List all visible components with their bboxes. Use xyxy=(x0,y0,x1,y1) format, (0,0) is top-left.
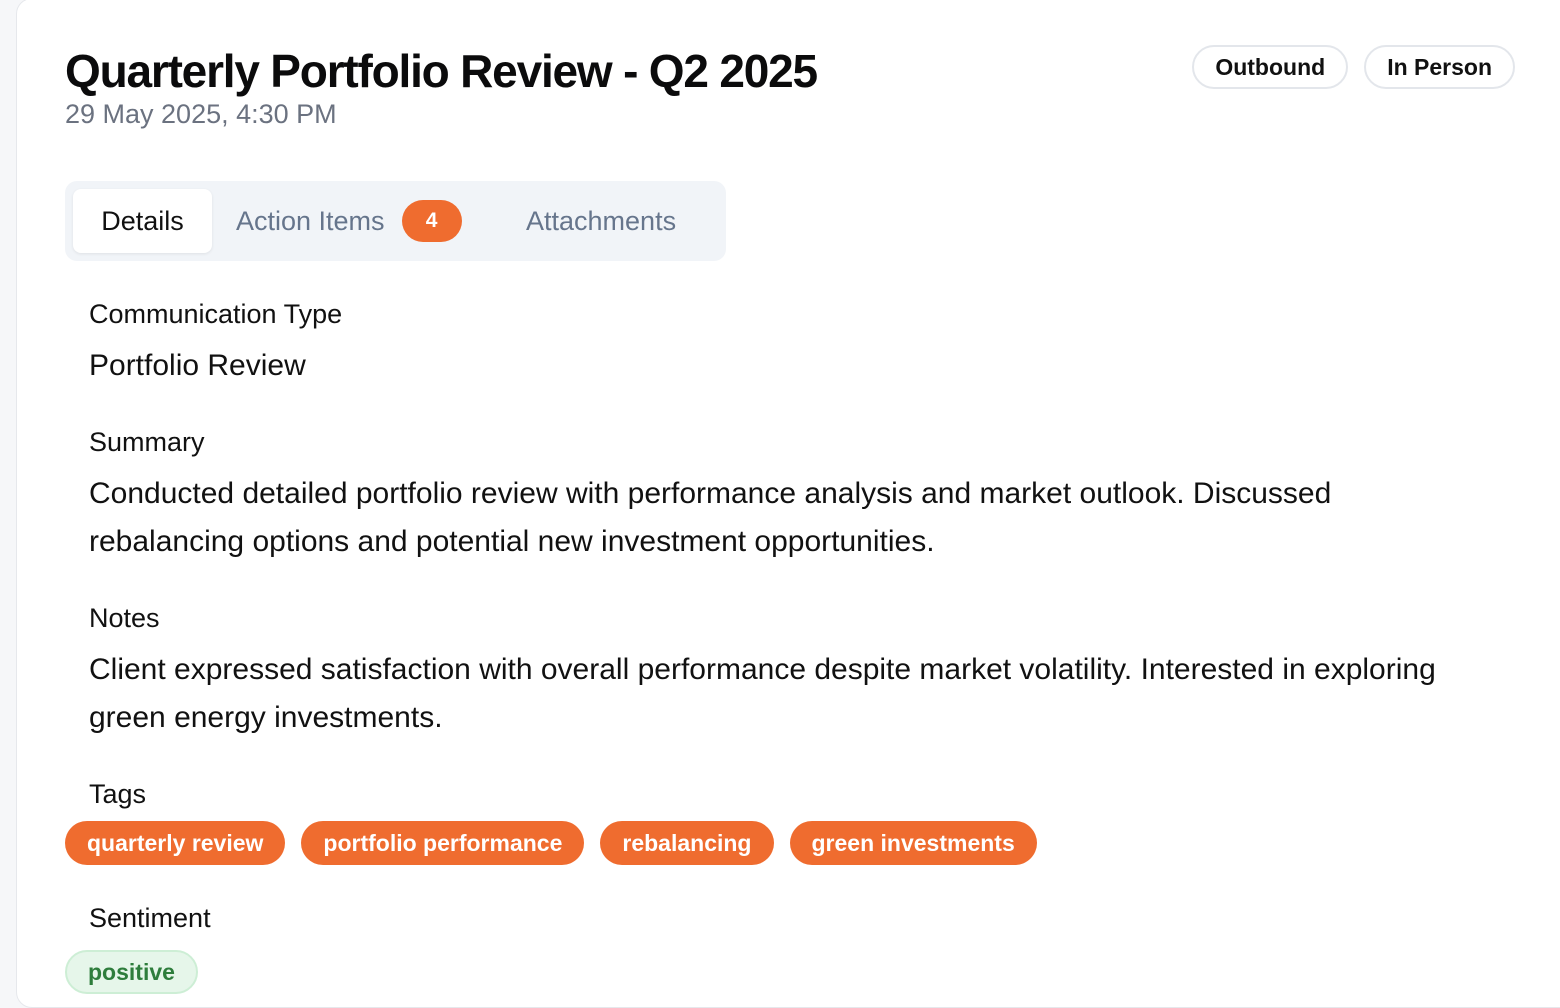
tab-details[interactable]: Details xyxy=(73,189,212,253)
action-items-count-badge: 4 xyxy=(401,200,462,242)
communication-type-value: Portfolio Review xyxy=(89,349,306,382)
header-badges: Outbound In Person xyxy=(1192,45,1515,89)
notes-value: Client expressed satisfaction with overa… xyxy=(89,653,1436,734)
summary-label: Summary xyxy=(89,427,205,457)
sentiment-label: Sentiment xyxy=(89,903,211,933)
sentiment-badge: positive xyxy=(65,950,198,994)
tag-chip: quarterly review xyxy=(65,821,286,865)
tag-chip: portfolio performance xyxy=(301,821,585,865)
tag-chip: rebalancing xyxy=(600,821,774,865)
summary-value: Conducted detailed portfolio review with… xyxy=(89,477,1332,558)
tab-bar: Details Action Items 4 Attachments xyxy=(65,181,726,261)
page-title: Quarterly Portfolio Review - Q2 2025 xyxy=(65,45,818,97)
direction-badge: Outbound xyxy=(1192,45,1349,89)
tag-list: quarterly review portfolio performance r… xyxy=(65,821,1037,865)
tab-action-items-label: Action Items xyxy=(236,205,385,236)
tab-action-items[interactable]: Action Items 4 xyxy=(236,189,462,253)
tab-attachments-label: Attachments xyxy=(526,205,677,236)
tab-attachments[interactable]: Attachments xyxy=(526,189,676,253)
channel-badge: In Person xyxy=(1364,45,1515,89)
tags-label: Tags xyxy=(89,779,147,809)
communication-date: 29 May 2025, 4:30 PM xyxy=(65,99,337,129)
communication-type-label: Communication Type xyxy=(89,299,343,329)
tab-details-label: Details xyxy=(101,205,184,236)
tag-chip: green investments xyxy=(789,821,1037,865)
notes-label: Notes xyxy=(89,603,160,633)
communication-detail-card: Quarterly Portfolio Review - Q2 2025 29 … xyxy=(16,0,1560,1008)
